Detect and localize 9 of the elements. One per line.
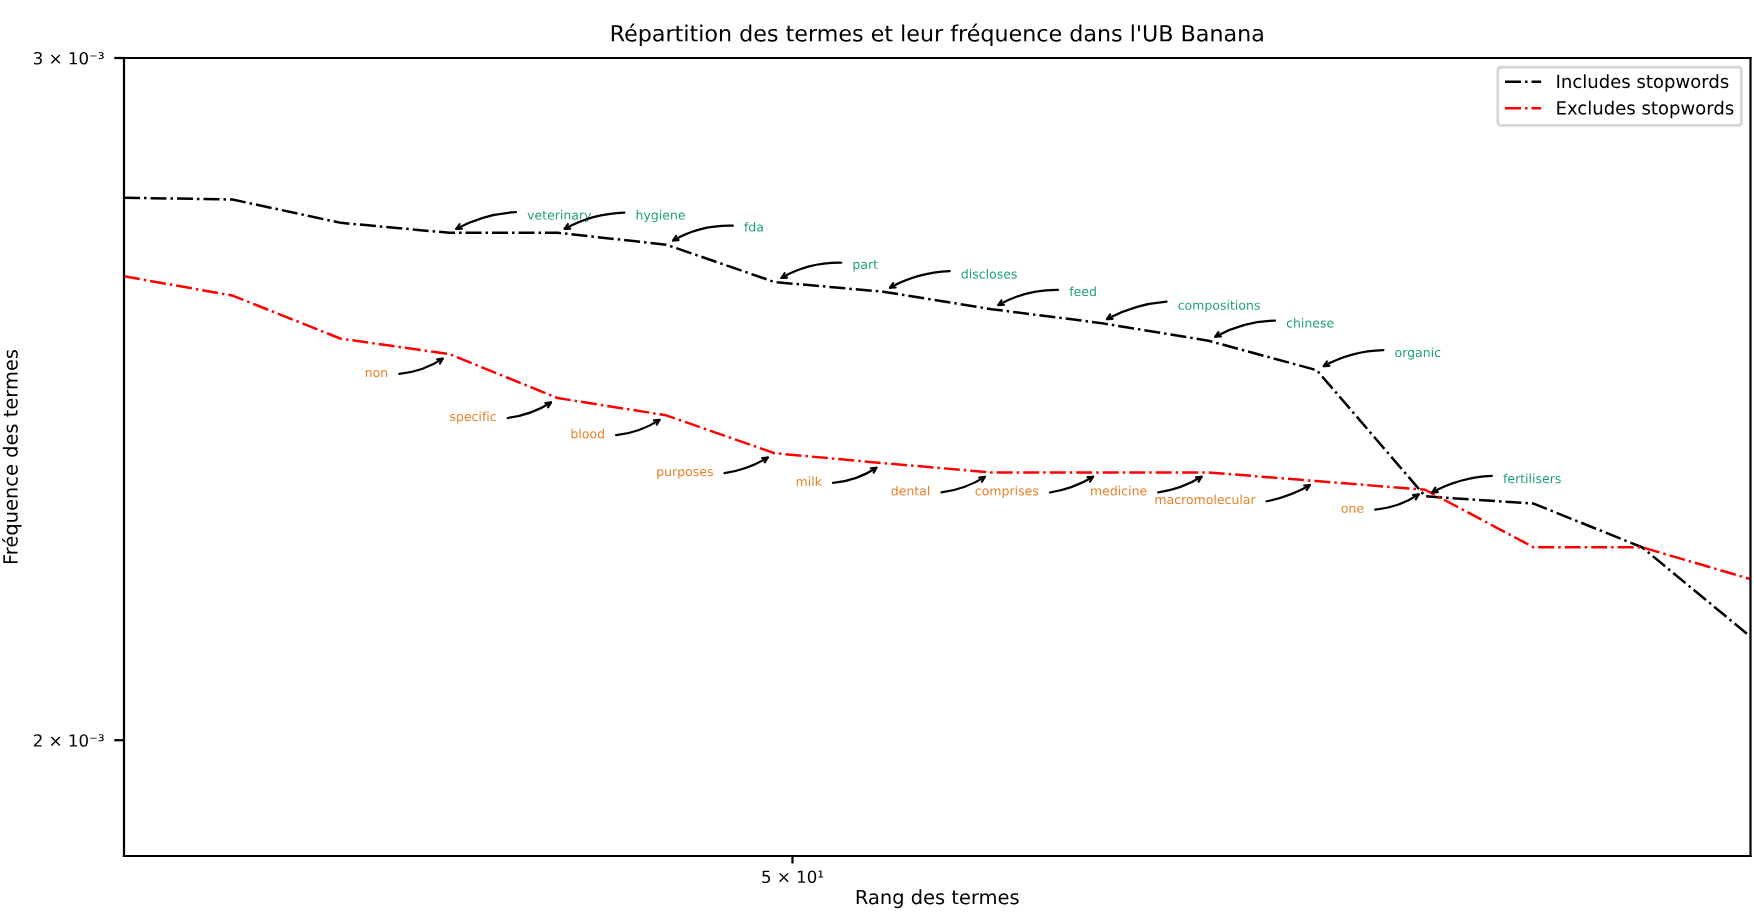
- y-tick-label: 3 × 10⁻³: [33, 51, 104, 65]
- y-axis-title: Fréquence des termes: [2, 349, 22, 564]
- legend-label: Includes stopwords: [1557, 74, 1729, 92]
- text: 5 × 10¹: [762, 870, 824, 884]
- line-series: [124, 275, 1751, 581]
- y-tick-label: 2 × 10⁻³: [33, 734, 104, 747]
- legend-label: Excludes stopwords: [1557, 100, 1734, 119]
- x-axis-title: Rang des termes: [856, 889, 1019, 909]
- chart-title: Répartition des termes et leur fréquence dans l'UB Banana: [611, 23, 1263, 46]
